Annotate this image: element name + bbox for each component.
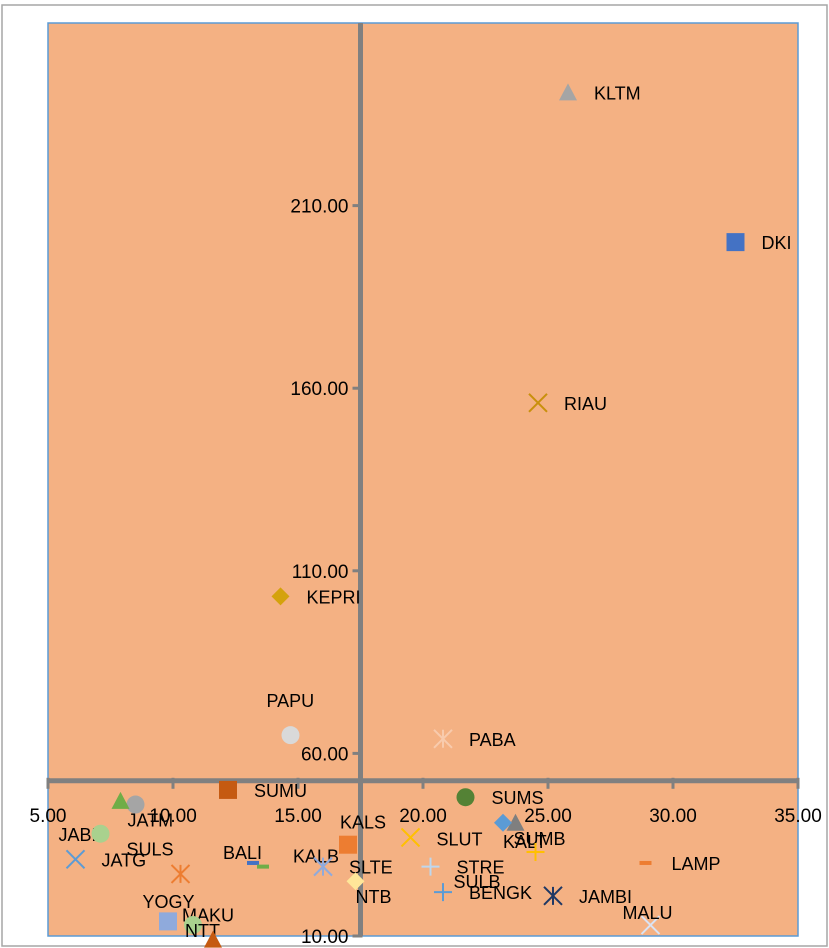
point-marker: [543, 886, 563, 906]
point-label: SUMS: [492, 788, 544, 808]
data-point-kepri: KEPRI: [271, 587, 361, 607]
point-label: JAMBI: [579, 887, 632, 907]
point-marker: [247, 860, 259, 865]
point-label: RIAU: [564, 394, 607, 414]
point-marker: [159, 912, 177, 931]
point-label: JATM: [128, 811, 174, 831]
y-tick-label: 10.00: [301, 927, 349, 948]
point-label: KALT: [503, 832, 547, 852]
point-marker: [126, 795, 145, 814]
point-marker: [346, 872, 365, 891]
data-point-yogy: YOGY: [143, 864, 195, 912]
data-point-bali: BALI: [223, 843, 262, 865]
point-label: KLTM: [594, 83, 641, 103]
point-label: DKI: [762, 233, 792, 253]
data-point-stre: STRE: [421, 857, 505, 878]
y-tick-label: 160.00: [290, 379, 348, 400]
point-marker: [111, 791, 130, 809]
point-marker: [339, 835, 357, 854]
point-marker: [257, 864, 269, 869]
x-tick-label: 30.00: [649, 806, 697, 827]
data-point-goro: GORO: [204, 930, 222, 948]
point-marker: [433, 729, 453, 749]
data-point-jatm: JATM: [126, 795, 174, 831]
data-point-jambi: JAMBI: [543, 886, 632, 907]
axes: [46, 23, 800, 938]
point-marker: [640, 915, 661, 935]
point-label: KALS: [340, 813, 386, 833]
point-marker: [434, 883, 452, 902]
data-point-dki: DKI: [726, 233, 792, 253]
data-point-sums: SUMS: [456, 788, 544, 808]
point-label: BENGK: [469, 883, 532, 903]
data-point-slte: SLTE: [313, 856, 393, 878]
x-tick-label: 5.00: [30, 806, 67, 827]
point-marker: [313, 856, 333, 877]
data-point-kals: KALS: [339, 813, 386, 854]
point-marker: [281, 726, 300, 745]
data-point-paba: PABA: [433, 729, 516, 750]
x-tick-label: 25.00: [524, 806, 572, 827]
point-label: MALU: [623, 903, 673, 923]
data-point-bengk: BENGK: [434, 883, 532, 903]
point-label: SLTE: [349, 858, 393, 878]
data-point-papu: PAPU: [267, 691, 315, 745]
plot-area: [47, 22, 799, 937]
point-marker: [526, 843, 545, 862]
data-point-sumu: SUMU: [219, 780, 307, 801]
point-marker: [184, 916, 202, 935]
data-point-lamp: LAMP: [639, 854, 721, 874]
point-label: BALI: [223, 843, 262, 863]
point-label: KEPRI: [307, 587, 361, 607]
data-point-riau: RIAU: [528, 393, 607, 414]
point-label: NTB: [356, 887, 392, 907]
point-marker: [528, 393, 548, 413]
x-tick-label: 10.00: [149, 806, 197, 827]
point-label: SLUT: [437, 829, 483, 849]
point-marker: [494, 813, 512, 832]
y-tick-label: 110.00: [292, 562, 349, 583]
point-marker: [170, 864, 191, 884]
point-label: SUMB: [514, 829, 566, 849]
point-label: SULB: [454, 872, 501, 892]
data-point-jatg: JATG: [65, 849, 147, 870]
y-tick-label: 60.00: [301, 744, 349, 765]
point-label: SULS: [127, 840, 174, 860]
point-marker: [91, 824, 110, 843]
point-label: KALB: [293, 847, 339, 867]
point-marker: [271, 587, 290, 606]
tick-labels: 5.00 10.00 15.00 20.00 25.00 30.00 35.00 10.00 6…: [30, 197, 822, 948]
y-tick-label: 210.00: [290, 197, 348, 218]
point-marker: [726, 233, 745, 252]
point-marker: [219, 780, 237, 799]
x-tick-label: 15.00: [274, 806, 322, 827]
data-point-malu: MALU: [623, 903, 673, 935]
data-point-sumb: SUMB: [506, 813, 566, 849]
point-marker: [506, 813, 525, 831]
point-label: SUMU: [254, 781, 307, 801]
point-marker: [400, 827, 421, 848]
x-tick-label: 35.00: [774, 806, 822, 827]
data-point-ntb: NTB: [346, 872, 392, 907]
point-label: JATG: [102, 850, 147, 870]
point-label: PABA: [469, 730, 516, 750]
data-point-kltm: KLTM: [559, 83, 641, 103]
point-label: STRE: [457, 858, 505, 878]
point-marker: [421, 857, 440, 876]
point-marker: [456, 788, 475, 807]
point-label: PAPU: [267, 691, 315, 711]
point-marker: [559, 83, 577, 101]
point-marker: [65, 849, 86, 870]
point-label: YOGY: [143, 892, 195, 912]
point-label: LAMP: [672, 854, 721, 874]
data-point-slut: SLUT: [400, 827, 483, 849]
x-tick-label: 20.00: [399, 806, 447, 827]
data-point-suls: SULS: [91, 824, 174, 860]
point-marker: [204, 930, 222, 948]
point-marker: [639, 860, 652, 865]
data-point-sulb: SULB: [454, 843, 545, 892]
